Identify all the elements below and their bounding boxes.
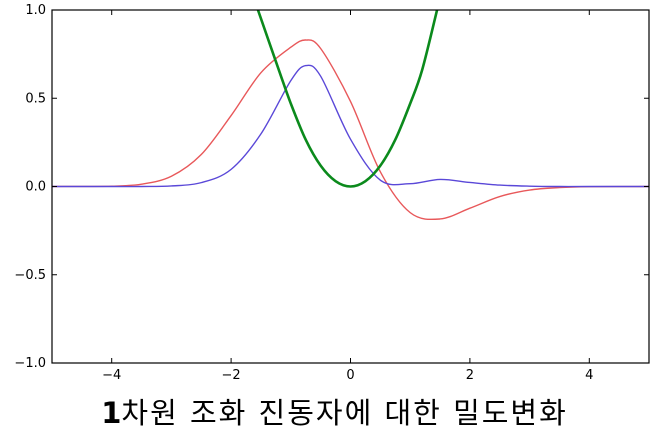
y-tick-label: −1.0 bbox=[14, 356, 46, 371]
caption-text: 차원 조화 진동자에 대한 밀도변화 bbox=[121, 396, 568, 430]
y-tick-label: 0.0 bbox=[25, 180, 46, 195]
y-tick-label: 1.0 bbox=[25, 3, 46, 18]
plot-area bbox=[52, 10, 649, 221]
x-tick-label: 4 bbox=[585, 368, 593, 383]
axis-ticks: −4 −2 0 2 4 −1.0 −0.5 0.0 0.5 1.0 bbox=[14, 3, 649, 383]
x-tick-label: −2 bbox=[222, 368, 241, 383]
figure-caption: 1차원 조화 진동자에 대한 밀도변화 bbox=[0, 390, 669, 432]
y-tick-label: −0.5 bbox=[14, 268, 46, 283]
caption-number: 1 bbox=[101, 396, 122, 430]
y-tick-label: 0.5 bbox=[25, 91, 46, 106]
series-line-3 bbox=[256, 10, 439, 188]
chart: −4 −2 0 2 4 −1.0 −0.5 0.0 0.5 1.0 bbox=[14, 3, 650, 383]
series-line-1 bbox=[52, 39, 649, 221]
x-tick-label: 0 bbox=[346, 368, 354, 383]
x-tick-label: 2 bbox=[466, 368, 474, 383]
x-tick-label: −4 bbox=[102, 368, 121, 383]
series-line-2 bbox=[52, 64, 649, 188]
